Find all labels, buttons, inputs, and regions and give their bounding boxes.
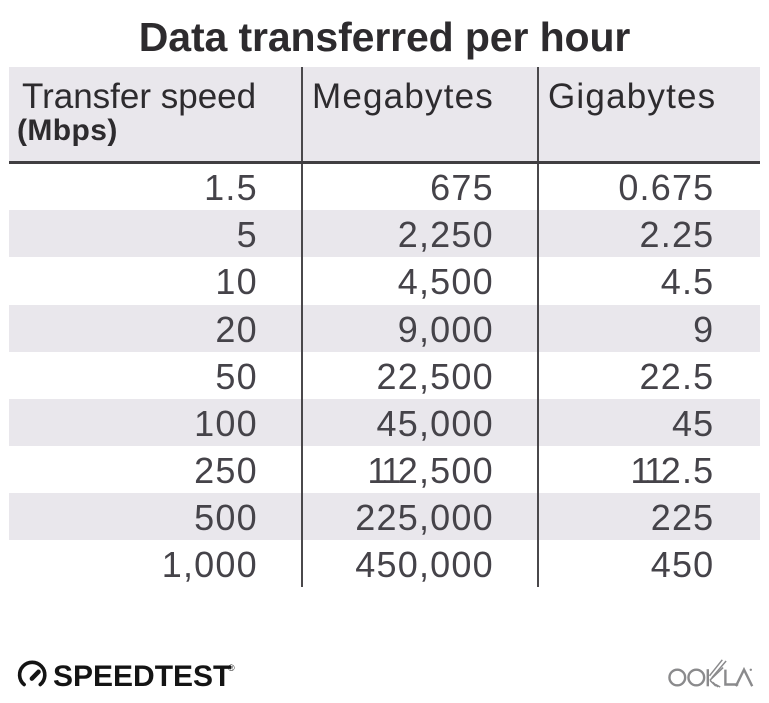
svg-text:®: ®	[228, 663, 235, 673]
svg-text:SPEEDTEST: SPEEDTEST	[53, 660, 231, 693]
